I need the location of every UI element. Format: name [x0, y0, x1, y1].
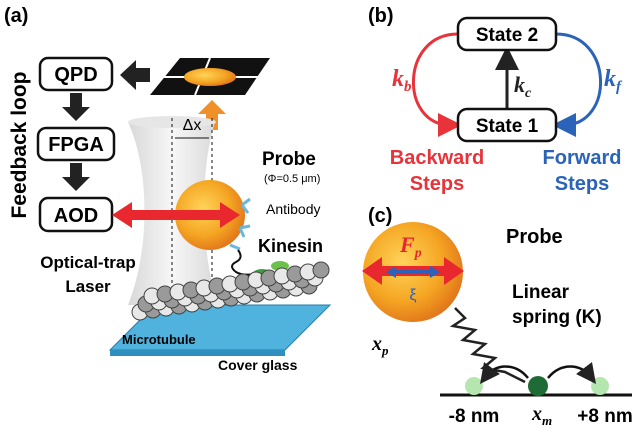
- kinesin-label: Kinesin: [258, 236, 323, 256]
- backward-label: Steps: [410, 173, 464, 195]
- xm-label: xm: [531, 403, 552, 428]
- panel-c: (c) Fp ξ Probe xp Linear spring (K) -8 n…: [362, 205, 633, 428]
- tick-label: -8 nm: [449, 406, 500, 427]
- forward-arrow: [556, 34, 601, 125]
- state-label: State 2: [476, 25, 538, 46]
- step-arrow: [548, 367, 590, 379]
- site: [591, 377, 609, 395]
- probe-size: (Φ=0.5 μm): [264, 173, 320, 185]
- tick-label: +8 nm: [577, 406, 632, 427]
- microtubule-label: Microtubule: [122, 332, 196, 347]
- delta-label: Δx: [183, 117, 202, 134]
- feedback-label: Feedback loop: [8, 71, 31, 218]
- laser-label: Optical-trap: [40, 253, 135, 272]
- forward-label: Steps: [555, 173, 609, 195]
- kc-label: kc: [514, 72, 532, 101]
- cover-glass-edge: [110, 350, 285, 356]
- spot: [184, 68, 236, 86]
- page: (a) Feedback loop QPD FPGA AOD Δx Probe …: [0, 0, 638, 437]
- box-label: QPD: [54, 64, 97, 86]
- backward-arrow: [413, 34, 458, 125]
- arrow: [120, 60, 150, 90]
- figure: (a) Feedback loop QPD FPGA AOD Δx Probe …: [0, 0, 638, 437]
- arrow: [62, 163, 90, 191]
- laser-label: Laser: [65, 277, 111, 296]
- panel-label: (b): [368, 5, 394, 27]
- spring-label: spring (K): [512, 307, 602, 328]
- motor-site: [528, 376, 548, 396]
- kf-label: kf: [604, 66, 623, 95]
- panel-label: (a): [4, 5, 28, 27]
- site: [465, 377, 483, 395]
- antibody-label: Antibody: [266, 201, 320, 217]
- spring-label: Linear: [512, 282, 570, 303]
- panel-b: (b) State 2 State 1 kb kc kf Backward St…: [368, 5, 623, 195]
- xi-label: ξ: [409, 287, 416, 304]
- box-label: AOD: [54, 205, 98, 227]
- probe-label: Probe: [262, 149, 316, 170]
- panel-label: (c): [368, 205, 392, 227]
- arrow: [62, 93, 90, 121]
- tubulin: [313, 262, 329, 278]
- box-label: FPGA: [48, 134, 104, 156]
- cover-glass-label: Cover glass: [218, 357, 298, 373]
- forward-label: Forward: [543, 147, 622, 169]
- panel-a: (a) Feedback loop QPD FPGA AOD Δx Probe …: [4, 5, 330, 373]
- state-label: State 1: [476, 116, 539, 137]
- xp-label: xp: [371, 333, 389, 358]
- kinesin-stalk: [232, 250, 256, 275]
- probe-label: Probe: [506, 226, 563, 248]
- backward-label: Backward: [390, 147, 485, 169]
- kb-label: kb: [392, 66, 412, 95]
